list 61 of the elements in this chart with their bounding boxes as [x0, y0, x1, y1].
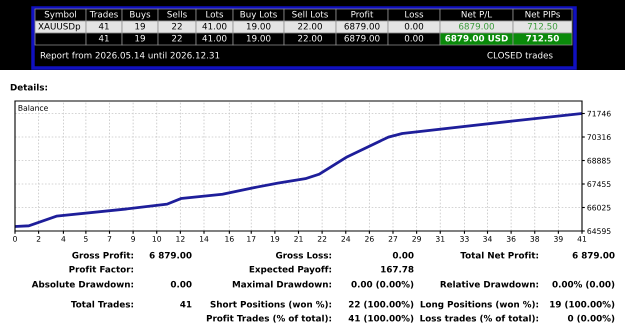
text: Report from 2026.05.14 until 2026.12.31 — [40, 52, 220, 60]
text: XAUUSDp — [38, 22, 80, 32]
text: Sells — [167, 10, 187, 18]
text: Buy Lots — [240, 11, 277, 20]
text: Sell Lots — [292, 10, 328, 18]
text: 41 — [180, 301, 192, 308]
text: 0.00 — [404, 34, 424, 42]
text: 41.00 — [202, 22, 226, 30]
text: Relative Drawdown: — [440, 280, 538, 288]
text: Gross Profit: — [72, 252, 134, 259]
text: 712.50 — [528, 22, 558, 30]
text: 22 — [172, 34, 182, 42]
text: 19.00 — [246, 22, 270, 30]
text: Long Positions (won %): — [420, 300, 538, 310]
text: 22 — [172, 22, 182, 30]
text: Absolute Drawdown: — [32, 280, 134, 288]
text: 0.00 — [392, 252, 414, 259]
text: Symbol — [44, 10, 76, 20]
text: 0.00 — [170, 280, 192, 288]
text: Profit — [351, 10, 374, 18]
text: 19 — [135, 34, 145, 42]
text: 41 — [98, 35, 109, 42]
text: Total Net Profit: — [460, 252, 538, 259]
text: 19.00 — [246, 34, 270, 42]
text: 6879.00 USD — [445, 34, 508, 42]
chart-title: Details: — [10, 84, 48, 91]
text: 6 879.00 — [150, 252, 192, 259]
text: 6 879.00 — [572, 252, 615, 259]
text: 6879.00 — [344, 22, 380, 30]
text: 41.00 — [202, 34, 226, 42]
text: 19 (100.00%) — [550, 300, 614, 309]
text: 19 — [135, 22, 145, 30]
text: Trades — [90, 10, 118, 18]
text: Total Trades: — [70, 300, 134, 308]
text: 22.00 — [298, 22, 322, 30]
text: 41 (100.00%) — [348, 314, 414, 323]
text: Loss trades (% of total): — [420, 314, 538, 323]
text: Expected Payoff: — [250, 266, 332, 274]
text: 41 — [98, 23, 109, 30]
text: Lots — [206, 11, 224, 18]
text: Maximal Drawdown: — [232, 280, 332, 288]
text: 22 (100.00%) — [348, 300, 414, 309]
text: CLOSED trades — [487, 52, 553, 59]
text: 0 (0.00%) — [568, 314, 614, 323]
text: 0.00% (0.00) — [552, 280, 614, 289]
text: Net P/L — [462, 11, 492, 18]
text: Buys — [130, 11, 150, 20]
text: Short Positions (won %): — [210, 300, 332, 309]
line-series — [15, 112, 582, 228]
text: Net PIPs — [526, 11, 560, 18]
text: Gross Loss: — [276, 252, 332, 259]
text: 6879.00 — [459, 22, 494, 30]
text: 0.00 — [404, 22, 424, 30]
text: 712.50 — [526, 34, 559, 42]
text: 22.00 — [298, 34, 322, 42]
text: 0.00 (0.00%) — [351, 280, 414, 289]
text: Loss — [405, 11, 424, 18]
text: 167.78 — [381, 266, 414, 273]
text: 6879.00 — [344, 34, 380, 42]
text: Profit Trades (% of total): — [206, 314, 332, 323]
text: Profit Factor: — [69, 266, 134, 273]
